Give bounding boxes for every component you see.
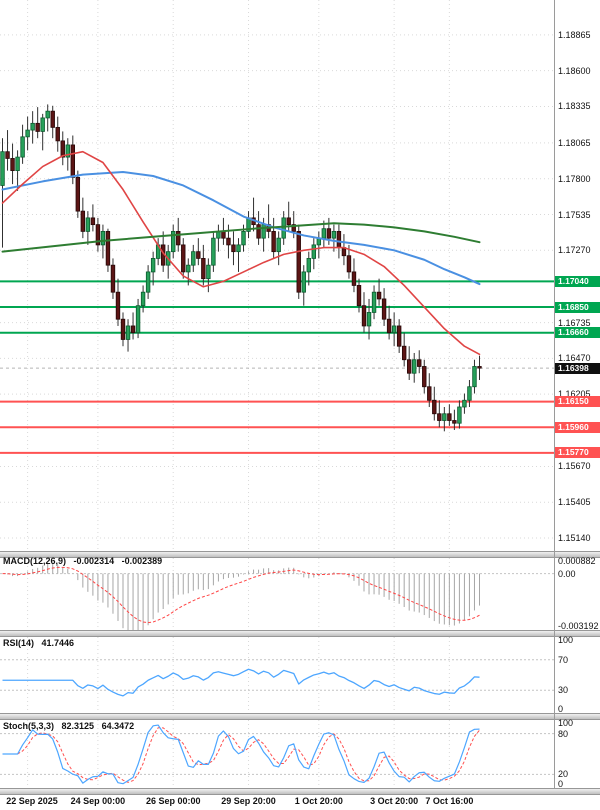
resistance-level-badge: 1.16850	[555, 301, 600, 313]
rsi-panel-canvas[interactable]	[0, 637, 600, 713]
stoch-scale-label: 0	[558, 779, 564, 789]
price-tick-label: 1.16470	[558, 353, 591, 364]
price-tick-label: 1.15140	[558, 533, 591, 544]
ma-green	[1, 222, 481, 253]
macd-name: MACD(12,26,9)	[3, 556, 67, 566]
stoch-name: Stoch(5,3,3)	[3, 721, 55, 731]
panel-divider[interactable]	[0, 788, 600, 795]
macd-scale-label: -0.003192	[558, 621, 599, 631]
price-tick-label: 1.16205	[558, 389, 591, 400]
macd-scale-label: 0.00	[558, 568, 576, 579]
time-axis-label: 1 Oct 20:00	[294, 796, 343, 806]
time-axis-label: 24 Sep 00:00	[70, 796, 126, 806]
time-axis-label: 26 Sep 00:00	[145, 796, 201, 806]
resistance-level-badge: 1.16660	[555, 327, 600, 339]
candles-layer	[0, 104, 482, 432]
stoch-k-line	[2, 724, 480, 785]
support-level-badge: 1.15960	[555, 421, 600, 433]
panel-divider[interactable]	[0, 713, 600, 720]
macd-histogram	[7, 563, 480, 630]
price-axis-separator	[554, 0, 555, 788]
time-axis-label: 7 Oct 16:00	[425, 796, 474, 806]
ma-blue	[1, 170, 481, 286]
stoch-header: Stoch(5,3,3) 82.3125 64.3472	[3, 721, 139, 731]
time-axis-label: 22 Sep 2025	[6, 796, 58, 806]
stoch-d-line	[2, 727, 480, 783]
current-price-badge: 1.16398	[555, 362, 600, 374]
support-level-badge: 1.16150	[555, 396, 600, 408]
rsi-line	[2, 668, 480, 697]
price-chart-canvas[interactable]	[0, 0, 600, 551]
horizontal-levels	[0, 280, 554, 454]
price-tick-label: 1.17535	[558, 209, 591, 220]
stochastic-panel-canvas[interactable]	[0, 720, 600, 788]
time-axis-label: 3 Oct 20:00	[370, 796, 419, 806]
support-level-badge: 1.15770	[555, 447, 600, 459]
stoch-scale-label: 80	[558, 728, 569, 739]
time-axis-label: 29 Sep 20:00	[221, 796, 276, 806]
macd-signal-value: -0.002389	[121, 556, 163, 566]
macd-main-value: -0.002314	[73, 556, 115, 566]
price-tick-label: 1.18335	[558, 101, 591, 112]
macd-signal-line	[2, 566, 480, 624]
price-tick-label: 1.15405	[558, 497, 591, 508]
price-tick-label: 1.15670	[558, 461, 591, 472]
price-tick-label: 1.17270	[558, 245, 591, 256]
ma-red	[1, 150, 481, 356]
price-tick-label: 1.18065	[558, 137, 591, 148]
rsi-scale-label: 0	[558, 704, 564, 714]
stoch-scale-label: 100	[558, 718, 574, 728]
stoch-scale-label: 20	[558, 769, 569, 780]
rsi-scale-label: 100	[558, 635, 574, 645]
macd-header: MACD(12,26,9) -0.002314 -0.002389	[3, 556, 167, 566]
rsi-value: 41.7446	[41, 638, 75, 648]
rsi-scale-label: 70	[558, 654, 569, 665]
rsi-name: RSI(14)	[3, 638, 35, 648]
panel-divider[interactable]	[0, 630, 600, 637]
price-tick-label: 1.18600	[558, 65, 591, 76]
price-tick-label: 1.18865	[558, 29, 591, 40]
stoch-d-value: 64.3472	[101, 721, 135, 731]
resistance-level-badge: 1.17040	[555, 275, 600, 287]
price-tick-label: 1.16735	[558, 317, 591, 328]
grid-layer	[0, 0, 554, 551]
rsi-header: RSI(14) 41.7446	[3, 638, 79, 648]
panel-divider[interactable]	[0, 551, 600, 558]
rsi-scale-label: 30	[558, 685, 569, 696]
macd-scale-label: 0.000882	[558, 556, 596, 566]
stoch-k-value: 82.3125	[61, 721, 95, 731]
price-tick-label: 1.17800	[558, 173, 591, 184]
macd-panel-canvas[interactable]	[0, 558, 600, 630]
